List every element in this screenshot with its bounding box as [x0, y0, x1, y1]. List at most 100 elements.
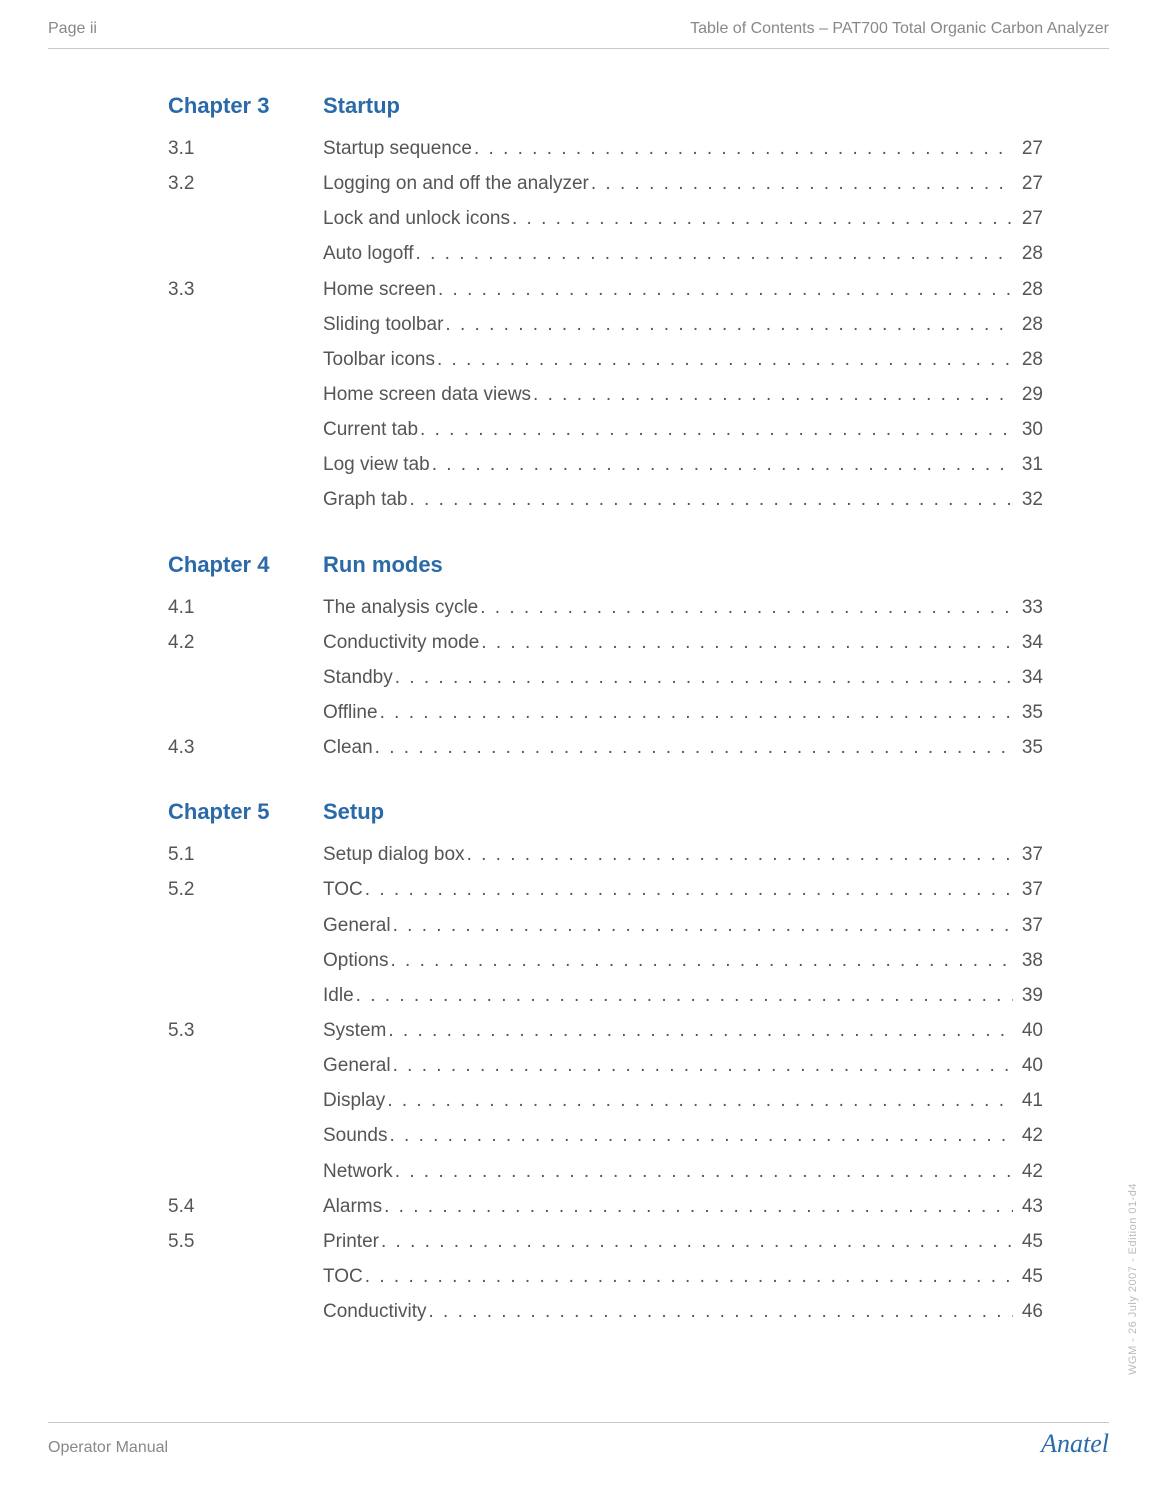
toc-entry-page: 42 — [1013, 1154, 1043, 1189]
toc-leader-dots — [414, 236, 1013, 271]
toc-entry-page: 35 — [1013, 695, 1043, 730]
toc-entry-number-col — [168, 307, 323, 342]
toc-entry: Offline 35 — [168, 695, 1043, 730]
toc-entry: Sounds42 — [168, 1118, 1043, 1153]
toc-entry-number-col — [168, 1154, 323, 1189]
toc-leader-dots — [379, 1224, 1013, 1259]
toc-entry-page: 29 — [1013, 377, 1043, 412]
chapter-block: Chapter 3Startup 3.1 Startup sequence 273.2… — [168, 93, 1043, 518]
toc-entry-title: TOC — [323, 1259, 363, 1294]
chapter-heading: Chapter 5Setup — [168, 799, 1043, 825]
toc-leader-dots — [465, 837, 1013, 872]
toc-entry-title: Conductivity — [323, 1294, 427, 1329]
toc-entry-page: 37 — [1013, 872, 1043, 907]
toc-entry-title: Toolbar icons — [323, 342, 435, 377]
toc-entry-number: 5.1 — [168, 837, 218, 872]
toc-entry-number: 3.3 — [168, 272, 218, 307]
toc-entry-page: 46 — [1013, 1294, 1043, 1329]
toc-entry: 3.2Logging on and off the analyzer27 — [168, 166, 1043, 201]
toc-entry: 3.3Home screen28 — [168, 272, 1043, 307]
toc-entry-number-col — [168, 660, 323, 695]
toc-leader-dots — [418, 412, 1013, 447]
toc-entry: 5.2 TOC 37 — [168, 872, 1043, 907]
document-page: Page ii Table of Contents – PAT700 Total… — [0, 0, 1157, 1495]
footer-row: Operator Manual Anatel — [48, 1429, 1109, 1459]
toc-entry-page: 40 — [1013, 1013, 1043, 1048]
toc-entry-number-col — [168, 377, 323, 412]
toc-entry: General37 — [168, 908, 1043, 943]
toc-entry-number-col: 4.3 — [168, 730, 323, 765]
toc-entry: 4.3 Clean 35 — [168, 730, 1043, 765]
toc-entry: Toolbar icons28 — [168, 342, 1043, 377]
toc-entry-page: 27 — [1013, 201, 1043, 236]
page-header: Page ii Table of Contents – PAT700 Total… — [48, 20, 1109, 44]
toc-entry-title: General — [323, 908, 391, 943]
toc-leader-dots — [393, 1154, 1013, 1189]
toc-entry-number-col: 3.1 — [168, 131, 323, 166]
toc-entry-title: Printer — [323, 1224, 379, 1259]
toc-entry-number: 5.5 — [168, 1224, 218, 1259]
toc-entry: Display41 — [168, 1083, 1043, 1118]
chapter-heading: Chapter 3Startup — [168, 93, 1043, 119]
toc-entry: Log view tab 31 — [168, 447, 1043, 482]
toc-leader-dots — [589, 166, 1013, 201]
toc-entry-page: 34 — [1013, 625, 1043, 660]
toc-entry-page: 35 — [1013, 730, 1043, 765]
toc-entry-number-col — [168, 908, 323, 943]
toc-entry-page: 28 — [1013, 272, 1043, 307]
toc-entry-page: 42 — [1013, 1118, 1043, 1153]
toc-entry-number-col: 4.1 — [168, 590, 323, 625]
toc-entry-title: Log view tab — [323, 447, 430, 482]
toc-entry-page: 40 — [1013, 1048, 1043, 1083]
toc-entry-number-col — [168, 943, 323, 978]
toc-entry-page: 28 — [1013, 236, 1043, 271]
toc-entry-title: Startup sequence — [323, 131, 472, 166]
toc-entry-number: 5.4 — [168, 1189, 218, 1224]
toc-entry-title: Network — [323, 1154, 393, 1189]
toc-entry-title: Home screen data views — [323, 377, 531, 412]
toc-leader-dots — [430, 447, 1013, 482]
toc-entry-number-col — [168, 236, 323, 271]
toc-entry-title: Options — [323, 943, 388, 978]
chapter-block: Chapter 4Run modes 4.1The analysis cycle 3… — [168, 552, 1043, 766]
toc-entry: Auto logoff28 — [168, 236, 1043, 271]
toc-entry-number-col — [168, 447, 323, 482]
toc-entry-number: 3.1 — [168, 131, 218, 166]
chapter-label: Chapter 5 — [168, 799, 323, 825]
toc-entry: Options38 — [168, 943, 1043, 978]
header-left: Page ii — [48, 20, 97, 38]
toc-entry-title: Display — [323, 1083, 385, 1118]
toc-entry-title: Clean — [323, 730, 373, 765]
toc-entry-number-col: 5.5 — [168, 1224, 323, 1259]
toc-entry-title: The analysis cycle — [323, 590, 478, 625]
toc-leader-dots — [435, 342, 1013, 377]
toc-entry-title: TOC — [323, 872, 363, 907]
toc-entry-page: 31 — [1013, 447, 1043, 482]
toc-entry-number-col: 5.2 — [168, 872, 323, 907]
toc-entry-page: 32 — [1013, 482, 1043, 517]
toc-leader-dots — [386, 1013, 1013, 1048]
toc-entry-number-col: 4.2 — [168, 625, 323, 660]
toc-entry-number-col: 5.3 — [168, 1013, 323, 1048]
footer-brand: Anatel — [1041, 1429, 1109, 1459]
toc-leader-dots — [427, 1294, 1014, 1329]
toc-entry-title: Graph tab — [323, 482, 408, 517]
toc-entry-number: 5.2 — [168, 872, 218, 907]
toc-entry-page: 28 — [1013, 307, 1043, 342]
toc-entry-title: Alarms — [323, 1189, 382, 1224]
toc-leader-dots — [378, 695, 1013, 730]
chapter-heading: Chapter 4Run modes — [168, 552, 1043, 578]
toc-entry-page: 30 — [1013, 412, 1043, 447]
toc-entry-number: 4.3 — [168, 730, 218, 765]
toc-entry: Idle39 — [168, 978, 1043, 1013]
toc-entry-number-col: 5.1 — [168, 837, 323, 872]
toc-entry-number-col — [168, 1083, 323, 1118]
toc-entry-title: Offline — [323, 695, 378, 730]
toc-entry-number-col — [168, 342, 323, 377]
toc-entry: Home screen data views 29 — [168, 377, 1043, 412]
toc-entry: 5.5Printer45 — [168, 1224, 1043, 1259]
toc-leader-dots — [391, 1048, 1013, 1083]
toc-entry: TOC45 — [168, 1259, 1043, 1294]
toc-entry-number-col — [168, 482, 323, 517]
toc-entry: Network 42 — [168, 1154, 1043, 1189]
